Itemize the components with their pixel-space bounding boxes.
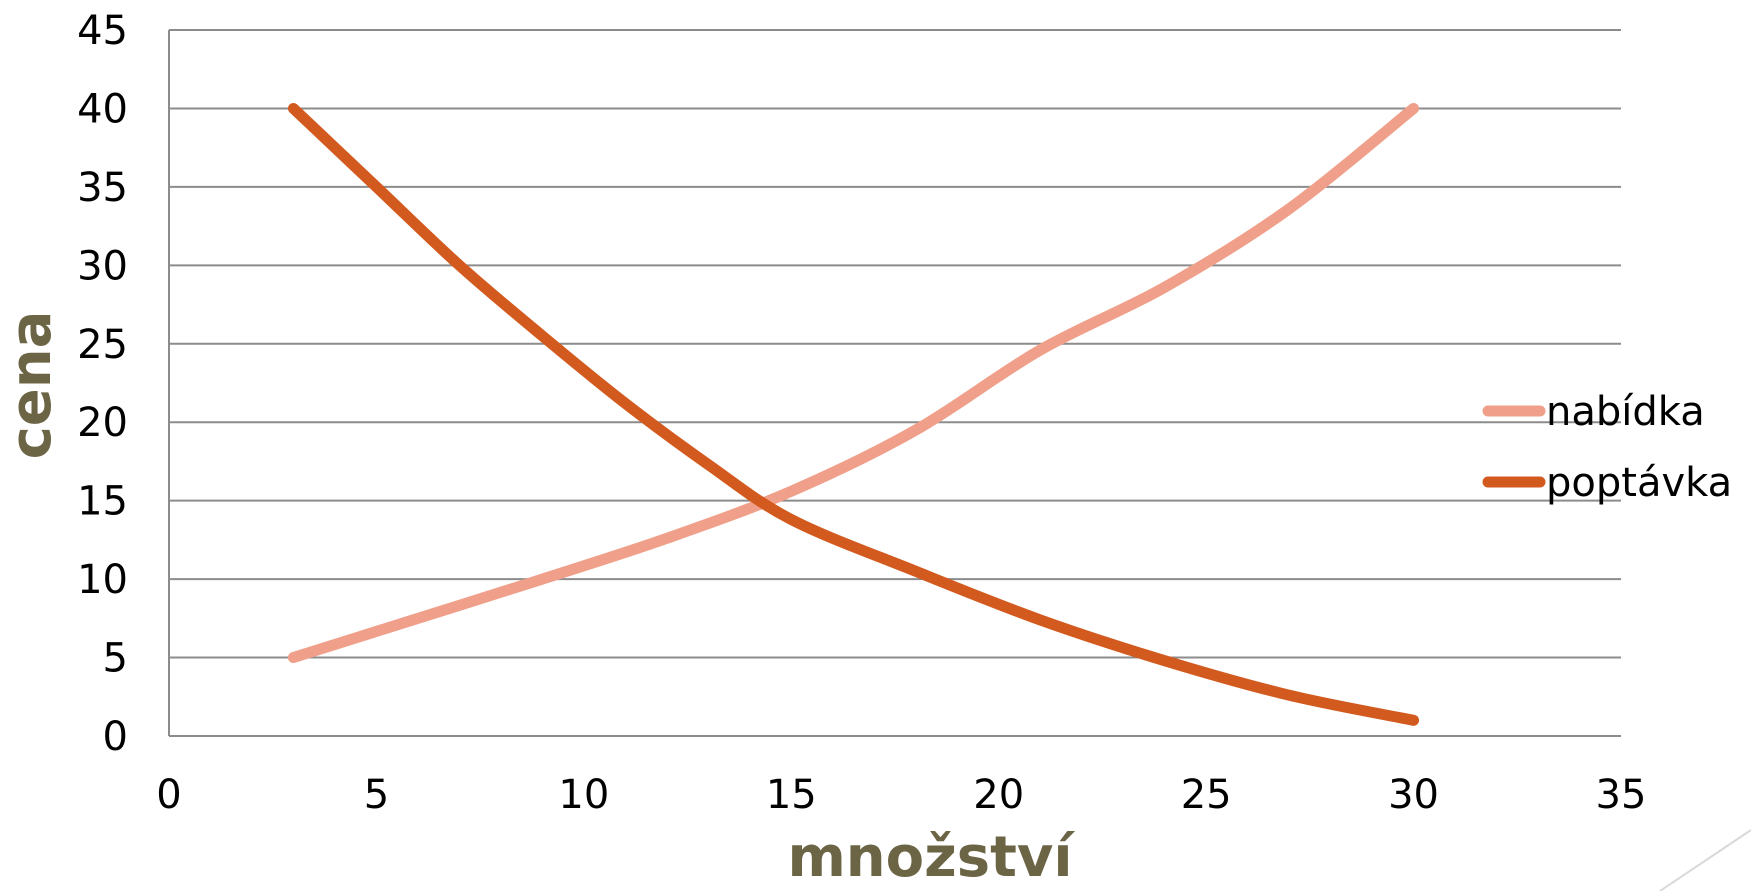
y-tick-label: 45: [77, 8, 128, 54]
legend: nabídka poptávka: [1482, 389, 1732, 506]
y-tick-label: 10: [77, 557, 128, 603]
y-axis-ticks: 0 5 10 15 20 25 30 35 40 45: [77, 8, 128, 760]
y-tick-label: 20: [77, 400, 128, 446]
x-tick-label: 35: [1596, 772, 1647, 818]
y-tick-label: 35: [77, 165, 128, 211]
x-tick-label: 30: [1388, 772, 1439, 818]
y-tick-label: 5: [103, 636, 128, 682]
y-tick-label: 40: [77, 86, 128, 132]
series-lines: [287, 102, 1420, 726]
series-line-2: [287, 102, 1420, 726]
legend-label: nabídka: [1546, 389, 1705, 435]
y-axis-title: cena: [0, 311, 64, 460]
gridlines: [168, 29, 1621, 737]
y-tick-label: 15: [77, 479, 128, 525]
x-tick-label: 20: [973, 772, 1024, 818]
y-tick-label: 0: [103, 714, 128, 760]
x-tick-label: 0: [156, 772, 181, 818]
x-tick-label: 5: [364, 772, 389, 818]
y-tick-label: 25: [77, 322, 128, 368]
decorative-corner-line: [1659, 829, 1751, 891]
x-axis-title: množství: [787, 825, 1075, 890]
x-axis-ticks: 0 5 10 15 20 25 30 35: [156, 772, 1646, 818]
x-tick-label: 25: [1181, 772, 1232, 818]
x-tick-label: 15: [766, 772, 817, 818]
y-tick-label: 30: [77, 243, 128, 289]
legend-label: poptávka: [1546, 460, 1732, 506]
x-tick-label: 10: [558, 772, 609, 818]
series-line-1: [287, 102, 1420, 664]
